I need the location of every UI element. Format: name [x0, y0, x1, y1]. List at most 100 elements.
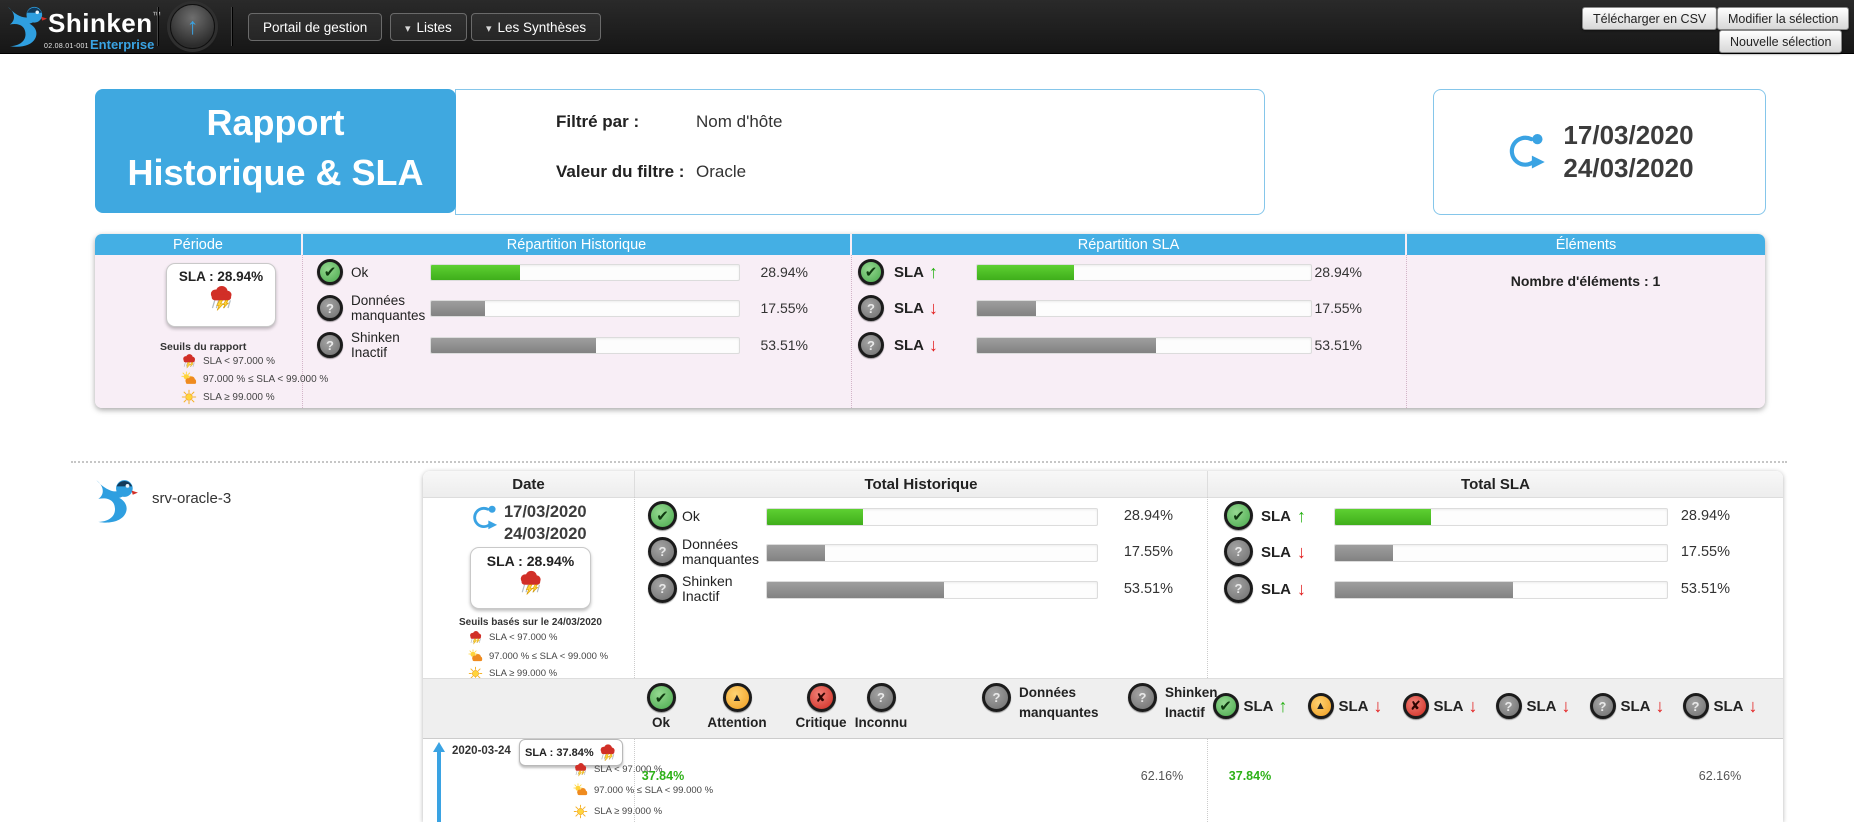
threshold-label: SLA ≥ 99.000 % [203, 391, 275, 403]
threshold-row: 97.000 % ≤ SLA < 99.000 % [573, 782, 713, 798]
sla-up-bar [1335, 509, 1432, 525]
status-col-warning: Attention [701, 683, 773, 730]
sla-label: SLA [1620, 697, 1651, 715]
navbar-divider [157, 7, 158, 46]
brand-home-link[interactable]: Shinken ™ 02.08.01-001 Enterprise [2, 1, 192, 52]
new-selection-button[interactable]: Nouvelle sélection [1719, 30, 1843, 53]
ok-bar [431, 265, 521, 280]
storm-icon [468, 630, 483, 645]
threshold-label: SLA ≥ 99.000 % [489, 667, 558, 679]
host-historique-row-ok: Ok 28.94% [634, 497, 1207, 535]
row-value: 28.94% [1680, 508, 1730, 524]
sla-col-missing: SLA ↓ [1579, 693, 1675, 719]
host-header-date: Date [423, 471, 635, 498]
caret-down-icon [405, 20, 411, 35]
question-circle-icon [1224, 574, 1253, 603]
sla-down-arrow-icon: ↓ [1561, 696, 1571, 716]
sla-row-down2: SLA ↓ 53.51% [851, 326, 1406, 364]
day-sla-up-value: 37.84% [1228, 769, 1272, 783]
inactive-bar [431, 338, 596, 353]
critical-circle-icon [1402, 693, 1429, 719]
sla-label: SLA [894, 336, 924, 354]
ok-circle-icon [1212, 693, 1239, 719]
question-circle-icon [1589, 693, 1616, 719]
host-period-start: 17/03/2020 [504, 503, 587, 521]
menu-syntheses-button[interactable]: Les Synthèses [471, 13, 602, 41]
host-historique-row-inactive: Shinken Inactif 53.51% [634, 570, 1207, 608]
sla-col-up: SLA ↑ [1202, 693, 1298, 719]
host-sla-value: SLA : 28.94% [486, 553, 575, 569]
row-label: Données manquantes [351, 293, 426, 323]
ok-circle-icon [317, 259, 343, 285]
host-historique-row-missing: Données manquantes 17.55% [634, 533, 1207, 571]
host-sla-row-up: SLA ↑ 28.94% [1207, 497, 1783, 535]
menu-lists-button[interactable]: Listes [390, 13, 467, 41]
sla-down-arrow-icon: ↓ [929, 335, 938, 355]
sun-cloud-icon [468, 649, 483, 664]
sla-down-arrow-icon: ↓ [1297, 542, 1306, 562]
row-value: 17.55% [1123, 544, 1173, 560]
question-circle-icon [1495, 693, 1522, 719]
sla-down-arrow-icon: ↓ [1373, 696, 1383, 716]
host-name: srv-oracle-3 [152, 490, 232, 507]
day-sla-badge: SLA : 37.84% [519, 739, 623, 766]
row-value: 17.55% [1680, 544, 1730, 560]
sla-down-bar [977, 338, 1156, 353]
row-value: 53.51% [1680, 581, 1730, 597]
threshold-label: 97.000 % ≤ SLA < 99.000 % [203, 373, 329, 385]
brand-trademark: ™ [152, 10, 161, 20]
question-circle-icon [317, 295, 343, 321]
storm-icon [573, 762, 588, 777]
ok-circle-icon [1224, 501, 1253, 530]
threshold-row: SLA ≥ 99.000 % [573, 803, 662, 819]
question-circle-icon [858, 332, 884, 358]
filter-value-value: Oracle [696, 162, 747, 181]
menu-portal-button[interactable]: Portail de gestion [248, 13, 383, 41]
sla-label: SLA [1261, 507, 1291, 525]
column-divider [302, 255, 303, 408]
threshold-label: SLA < 97.000 % [489, 631, 558, 643]
timeline-arrow-icon [433, 742, 445, 752]
historique-row-missing: Données manquantes 17.55% [302, 289, 851, 327]
sla-down-bar [1335, 582, 1513, 598]
filter-value-label: Valeur du filtre : [556, 162, 685, 181]
day-sla-down-value: 62.16% [1698, 769, 1742, 783]
sla-label: SLA [894, 299, 924, 317]
period-end-date: 24/03/2020 [1563, 153, 1694, 183]
host-header-historique: Total Historique [635, 471, 1208, 498]
period-cycle-icon [470, 503, 500, 533]
sla-down-arrow-icon: ↓ [1748, 696, 1758, 716]
status-col-critical: Critique [785, 683, 857, 730]
shinken-bird-logo-icon [2, 3, 49, 50]
host-sla-card: SLA : 28.94% [470, 547, 591, 609]
menu-lists-label: Listes [416, 19, 452, 35]
threshold-row: SLA < 97.000 % [573, 761, 662, 777]
sla-up-arrow-icon: ↑ [1278, 696, 1288, 716]
report-period-picker[interactable]: 17/03/2020 24/03/2020 [1433, 89, 1766, 215]
row-label: Ok [682, 507, 700, 524]
status-label: Inconnu [854, 715, 908, 730]
summary-header-periode: Période [95, 234, 301, 255]
download-csv-button[interactable]: Télécharger en CSV [1582, 7, 1718, 30]
sla-col-warning: SLA ↓ [1297, 693, 1393, 719]
ok-circle-icon [858, 259, 884, 285]
threshold-label: SLA < 97.000 % [203, 355, 276, 367]
navbar: Shinken ™ 02.08.01-001 Enterprise Portai… [0, 0, 1854, 54]
status-col-unknown: Inconnu [845, 683, 917, 730]
question-circle-icon [866, 683, 896, 712]
storm-icon [598, 743, 617, 762]
sla-label: SLA [1526, 697, 1557, 715]
ok-circle-icon [646, 683, 676, 712]
report-title-line1: Rapport [206, 102, 345, 143]
missing-bar [767, 545, 825, 561]
threshold-row: SLA < 97.000 % [468, 629, 557, 645]
row-value: 53.51% [1314, 337, 1362, 353]
question-circle-icon [648, 574, 677, 603]
storm-icon [181, 353, 197, 369]
host-header-sla: Total SLA [1208, 471, 1783, 498]
period-cycle-icon [1505, 130, 1549, 174]
modify-selection-button[interactable]: Modifier la sélection [1717, 7, 1850, 30]
timeline-line [437, 752, 441, 822]
home-up-arrow-button[interactable] [170, 4, 215, 49]
row-label: Données manquantes [682, 536, 760, 567]
